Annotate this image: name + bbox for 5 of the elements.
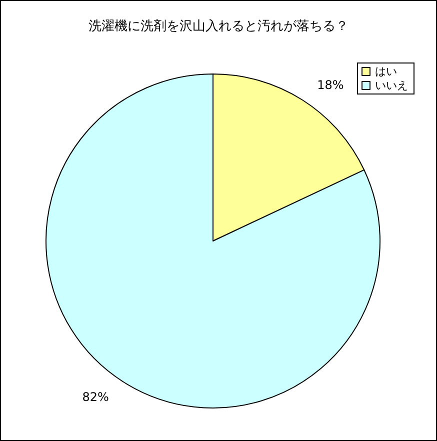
legend-label: はい — [375, 65, 397, 78]
data-label: 18% — [317, 78, 344, 92]
chart-title: 洗濯機に洗剤を沢山入れると汚れが落ちる？ — [88, 19, 348, 34]
legend-label: いいえ — [375, 79, 408, 92]
data-label: 82% — [82, 390, 109, 404]
